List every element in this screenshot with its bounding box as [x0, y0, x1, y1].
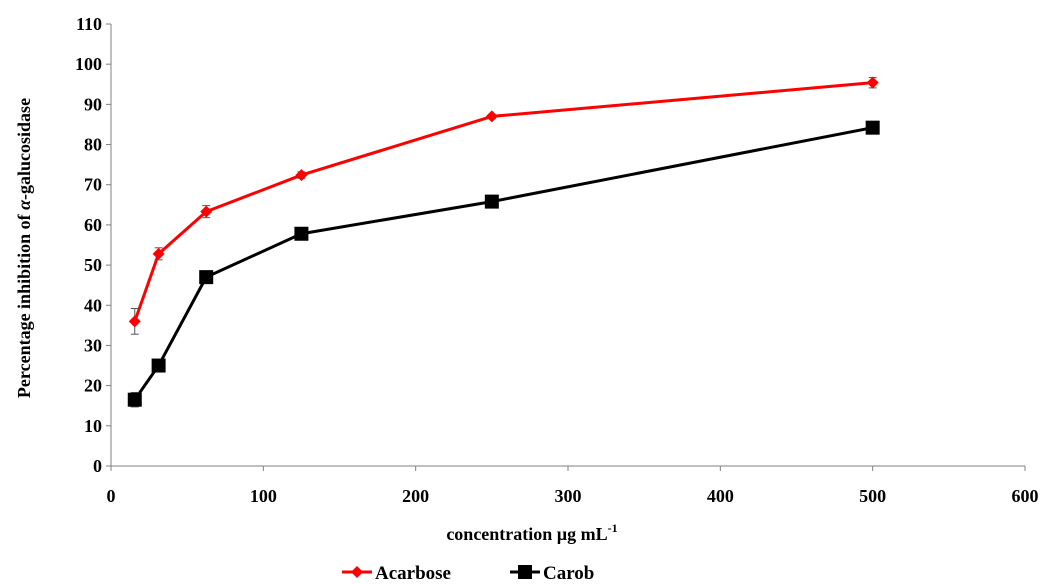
y-tick-label: 30	[84, 335, 102, 355]
x-tick-label: 200	[402, 486, 429, 506]
y-axis-title-main: Percentage inhibition of	[14, 210, 34, 398]
carob-point	[484, 194, 499, 209]
y-tick-label: 40	[84, 295, 102, 315]
y-tick-label: 90	[84, 94, 102, 114]
carob-point	[294, 226, 309, 241]
acarbose-point	[485, 110, 498, 123]
y-tick-label: 0	[93, 456, 102, 476]
y-tick-label: 110	[76, 14, 102, 34]
y-axis-title: Percentage inhibition of α-galucosidase	[14, 98, 34, 398]
carob-point	[127, 392, 142, 407]
legend-marker-carob	[518, 565, 532, 579]
x-tick-label: 0	[107, 486, 116, 506]
acarbose-point	[152, 247, 165, 260]
y-tick-label: 60	[84, 215, 102, 235]
legend-item-acarbose: Acarbose	[342, 563, 451, 584]
carob-line	[133, 126, 873, 401]
acarbose-point	[200, 205, 213, 218]
acarbose-point	[295, 169, 308, 182]
carob-series	[127, 120, 880, 408]
y-tick-label: 100	[75, 54, 102, 74]
y-tick-labels: 0 10 20 30 40 50 60 70 80 90 100 110	[75, 14, 102, 476]
x-tick-label: 300	[555, 486, 582, 506]
series-layer	[127, 76, 880, 408]
carob-point	[151, 358, 166, 373]
x-axis-title-main: concentration µg mL	[446, 524, 607, 544]
legend-marker-acarbose	[351, 566, 363, 578]
y-tick-label: 10	[84, 416, 102, 436]
carob-point	[865, 120, 880, 135]
x-tick-label: 600	[1012, 486, 1039, 506]
legend-label-acarbose: Acarbose	[375, 563, 451, 584]
y-tick-label: 70	[84, 175, 102, 195]
acarbose-point	[866, 76, 879, 89]
x-tick-labels: 0 100 200 300 400 500 600	[107, 486, 1039, 506]
x-tick-label: 400	[707, 486, 734, 506]
axes	[106, 23, 1026, 471]
legend-label-carob: Carob	[543, 563, 594, 584]
y-tick-label: 80	[84, 135, 102, 155]
x-axis-title-sup: -1	[608, 521, 618, 535]
y-tick-label: 20	[84, 376, 102, 396]
y-axis-title-tail: -galucosidase	[14, 98, 34, 200]
legend: Acarbose Carob	[342, 563, 594, 584]
y-axis-title-italic: α	[14, 199, 34, 210]
acarbose-line	[133, 81, 873, 322]
x-tick-label: 100	[250, 486, 277, 506]
x-tick-label: 500	[859, 486, 886, 506]
y-tick-label: 50	[84, 255, 102, 275]
x-axis-title: concentration µg mL-1	[446, 521, 617, 544]
acarbose-series	[128, 76, 879, 335]
acarbose-point	[128, 315, 141, 328]
legend-item-carob: Carob	[510, 563, 594, 584]
carob-point	[199, 270, 214, 285]
